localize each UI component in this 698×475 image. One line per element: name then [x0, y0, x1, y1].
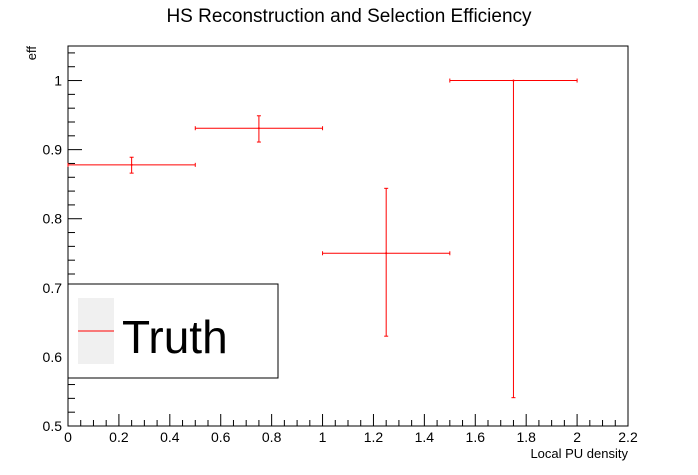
y-tick-label: 0.6	[43, 349, 63, 365]
y-tick-label: 0.9	[43, 142, 63, 158]
y-tick-label: 1	[54, 73, 62, 89]
x-tick-label: 2.2	[618, 429, 638, 445]
data-point	[257, 127, 260, 130]
x-tick-label: 0	[64, 429, 72, 445]
x-tick-label: 1.4	[415, 429, 435, 445]
y-tick-label: 0.7	[43, 280, 63, 296]
y-tick-label: 0.8	[43, 211, 63, 227]
data-point	[385, 252, 388, 255]
data-point	[512, 79, 515, 82]
x-axis: 0 0.2 0.4 0.6 0.8 1 1.2 1.4 1.6 1.8 2 2.2	[64, 414, 638, 445]
x-tick-label: 1.2	[364, 429, 384, 445]
x-tick-label: 0.8	[262, 429, 282, 445]
y-tick-label: 0.5	[43, 418, 63, 434]
chart-title: HS Reconstruction and Selection Efficien…	[166, 6, 532, 27]
x-tick-label: 0.2	[109, 429, 129, 445]
y-axis-label: eff	[24, 46, 39, 61]
data-series	[67, 78, 578, 399]
x-tick-label: 1.6	[466, 429, 486, 445]
x-axis-label: Local PU density	[530, 446, 628, 461]
x-tick-label: 1.8	[516, 429, 536, 445]
x-tick-label: 2	[573, 429, 581, 445]
x-tick-label: 0.4	[160, 429, 180, 445]
data-point	[130, 163, 133, 166]
x-tick-label: 0.6	[211, 429, 231, 445]
legend: Truth	[67, 283, 279, 379]
legend-entry-truth: Truth	[122, 311, 228, 363]
x-tick-label: 1	[319, 429, 327, 445]
